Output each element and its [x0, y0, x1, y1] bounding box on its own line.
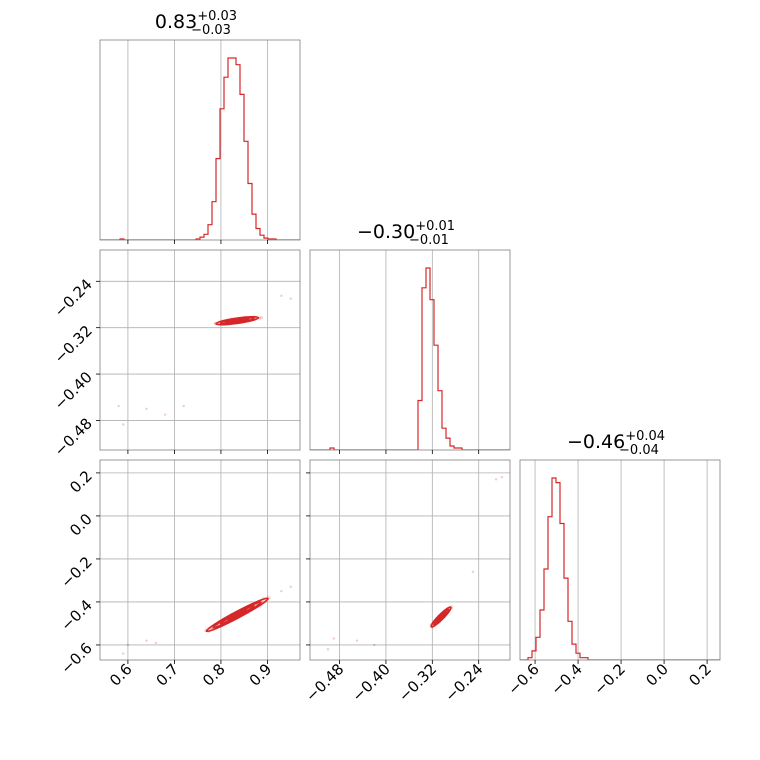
outlier-point: [326, 648, 330, 651]
outlier-point: [145, 407, 148, 411]
x-tick-label: 0.6: [106, 660, 136, 690]
histogram-step: [310, 267, 510, 450]
outlier-point: [332, 637, 335, 640]
x-tick-label: −0.2: [590, 660, 628, 698]
x-tick-label: 0.0: [642, 660, 672, 690]
title-value: −0.30: [357, 221, 415, 243]
x-tick-label: −0.24: [441, 660, 486, 705]
scatter-panel-0-2: 0.6 0.7 0.8 0.9 −0.6 −0.4 −0.2 0.0 0.2: [57, 459, 301, 690]
panel-title: 0.83+0.03 −0.03: [155, 9, 237, 38]
scatter-contents: [117, 294, 292, 426]
outlier-point: [163, 413, 167, 416]
y-tick-label: −0.2: [57, 553, 95, 591]
contour-level-0: [205, 597, 269, 633]
sample-point: [260, 316, 264, 320]
contour-level-3: [227, 609, 248, 621]
outlier-point: [500, 476, 504, 479]
panel-frame: [99, 249, 301, 451]
outlier-point: [289, 585, 292, 589]
histogram-step: [100, 57, 300, 240]
x-tick-label: 0.9: [246, 660, 276, 690]
y-tick-label: −0.40: [51, 368, 96, 413]
y-tick-label: 0.2: [66, 467, 96, 497]
panel-title: −0.30+0.01 −0.01: [357, 219, 455, 248]
outlier-point: [154, 641, 158, 644]
title-plus-error: +0.03: [197, 9, 237, 24]
sample-point: [267, 595, 270, 598]
sample-point: [258, 316, 262, 320]
outlier-point: [280, 589, 283, 593]
outlier-point: [494, 478, 498, 481]
outlier-point: [471, 570, 475, 574]
panel-frame: [519, 459, 721, 661]
scatter-contents: [122, 585, 292, 655]
panel-frame: [309, 459, 511, 661]
x-tick-label: −0.32: [395, 660, 440, 705]
title-plus-error: +0.01: [415, 219, 455, 234]
outlier-point: [280, 294, 283, 297]
contour-level-3: [437, 613, 445, 621]
outlier-point: [355, 639, 359, 642]
outlier-point: [145, 639, 148, 642]
histogram-step: [520, 477, 720, 660]
contour-level-3: [229, 318, 245, 323]
title-value: 0.83: [155, 11, 197, 33]
outlier-point: [122, 423, 125, 426]
hist-panel-1: −0.30+0.01 −0.01: [309, 219, 511, 454]
outlier-point: [373, 643, 376, 647]
x-tick-label: 0.2: [685, 660, 715, 690]
x-tick-label: 0.8: [199, 660, 229, 690]
panel-frame: [99, 39, 301, 241]
scatter-panel-1-2: −0.48 −0.40 −0.32 −0.24: [302, 459, 511, 705]
x-tick-label: 0.7: [153, 660, 183, 690]
outlier-point: [126, 643, 130, 647]
sample-point: [260, 315, 263, 319]
outlier-point: [182, 404, 185, 408]
x-tick-label: −0.48: [302, 660, 347, 705]
x-tick-label: −0.4: [547, 660, 585, 698]
title-minus-error: −0.01: [409, 233, 449, 248]
y-tick-label: −0.48: [51, 415, 96, 460]
y-tick-label: −0.4: [57, 596, 95, 634]
scatter-contents: [326, 476, 504, 651]
x-tick-label: −0.6: [504, 660, 542, 698]
scatter-panel-0-1: −0.48−0.40−0.32−0.24: [51, 249, 301, 460]
y-tick-label: 0.0: [66, 510, 96, 540]
x-tick-label: −0.40: [349, 660, 394, 705]
title-value: −0.46: [567, 431, 625, 453]
outlier-point: [122, 652, 125, 655]
hist-panel-0: 0.83+0.03 −0.03: [99, 9, 301, 244]
sample-point: [258, 316, 262, 319]
panel-frame: [309, 249, 511, 451]
title-plus-error: +0.04: [625, 429, 665, 444]
hist-panel-2: −0.6 −0.4 −0.2 0.0 0.2 −0.46+0.04 −0.04: [504, 429, 721, 699]
panel-title: −0.46+0.04 −0.04: [567, 429, 665, 458]
y-tick-label: −0.24: [51, 275, 96, 320]
title-minus-error: −0.03: [191, 23, 231, 38]
y-tick-label: −0.6: [57, 639, 95, 677]
outlier-point: [289, 297, 292, 300]
sample-point: [268, 596, 272, 599]
outlier-point: [117, 404, 120, 408]
sample-point: [258, 317, 261, 321]
title-minus-error: −0.04: [619, 443, 659, 458]
panel-frame: [99, 459, 301, 661]
y-tick-label: −0.32: [51, 322, 96, 367]
